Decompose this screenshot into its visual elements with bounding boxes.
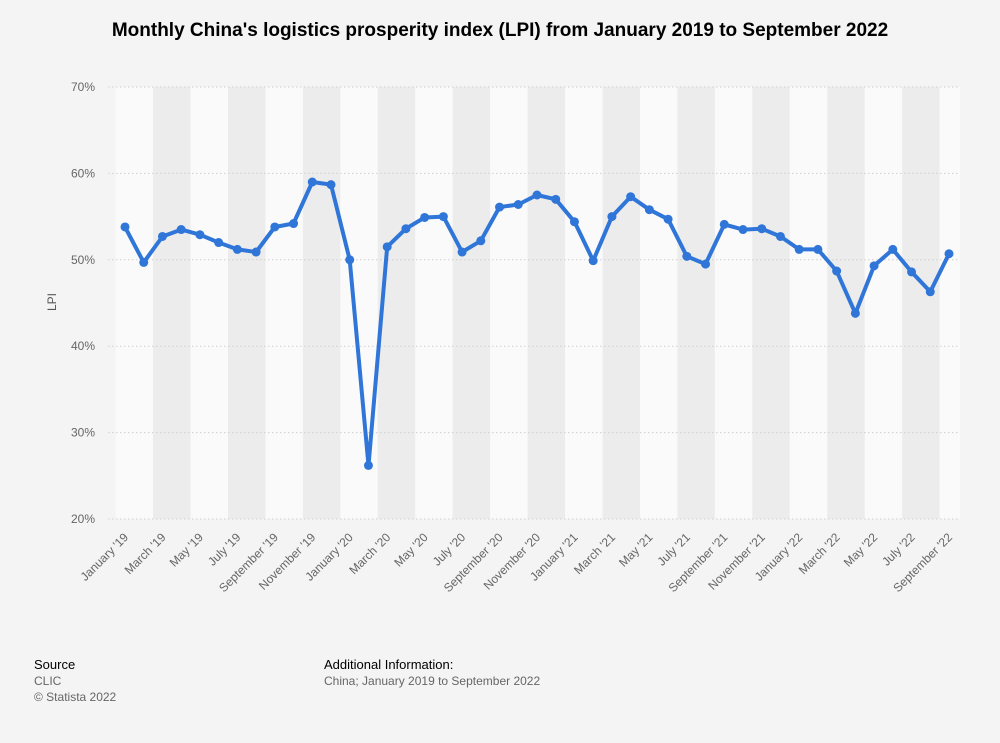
data-point[interactable] (626, 192, 636, 202)
data-point[interactable] (588, 256, 598, 266)
data-point[interactable] (251, 247, 261, 257)
data-point[interactable] (682, 251, 692, 261)
background-band (939, 87, 960, 519)
data-point[interactable] (907, 267, 917, 277)
background-band (565, 87, 603, 519)
background-band (153, 87, 191, 519)
data-point[interactable] (832, 266, 842, 276)
alternating-bands (115, 87, 960, 519)
y-tick-label: 60% (71, 166, 95, 180)
data-point[interactable] (551, 194, 561, 204)
copyright[interactable]: © Statista 2022 (34, 690, 117, 704)
data-point[interactable] (850, 308, 860, 318)
data-point[interactable] (701, 259, 711, 269)
background-band (527, 87, 566, 519)
data-point[interactable] (513, 200, 523, 210)
data-point[interactable] (775, 231, 785, 241)
background-band (190, 87, 228, 519)
x-tick-label: March '19 (122, 530, 169, 577)
data-point[interactable] (270, 222, 280, 232)
x-tick-label: May '21 (616, 530, 656, 570)
data-point[interactable] (738, 225, 748, 235)
background-band (677, 87, 715, 519)
data-point[interactable] (232, 244, 242, 254)
background-band (602, 87, 640, 519)
data-point[interactable] (195, 230, 205, 240)
source-block: Source CLIC © Statista 2022 (34, 657, 116, 705)
data-point[interactable] (214, 238, 224, 248)
lpi-data-points (120, 177, 954, 470)
additional-info-text: China; January 2019 to September 2022 (324, 674, 541, 688)
data-point[interactable] (663, 214, 673, 224)
data-point[interactable] (438, 212, 448, 222)
data-point[interactable] (326, 180, 336, 190)
source-heading: Source (34, 657, 76, 672)
x-tick-label: March '22 (796, 530, 843, 577)
data-point[interactable] (120, 222, 130, 232)
background-band (902, 87, 940, 519)
data-point[interactable] (176, 225, 186, 235)
y-axis-ticks: 20% 30% 40% 50% 60% 70% (71, 80, 95, 526)
background-band (415, 87, 453, 519)
y-axis-label: LPI (45, 293, 59, 311)
background-band (640, 87, 678, 519)
x-tick-label: May '22 (841, 530, 881, 570)
chart-title: Monthly China's logistics prosperity ind… (111, 20, 889, 41)
data-point[interactable] (607, 212, 617, 222)
data-point[interactable] (869, 261, 879, 271)
y-tick-label: 30% (71, 426, 95, 440)
background-band (265, 87, 303, 519)
data-point[interactable] (139, 257, 149, 267)
background-band (115, 87, 154, 519)
data-point[interactable] (495, 202, 505, 212)
data-point[interactable] (719, 219, 729, 229)
y-tick-label: 70% (71, 80, 95, 94)
x-tick-label: January '19 (78, 530, 132, 584)
background-band (340, 87, 378, 519)
y-tick-label: 20% (71, 512, 95, 526)
data-point[interactable] (289, 219, 299, 229)
background-band (490, 87, 528, 519)
data-point[interactable] (569, 217, 579, 227)
data-point[interactable] (401, 224, 411, 234)
data-point[interactable] (307, 177, 317, 187)
source-name[interactable]: CLIC (34, 674, 62, 688)
additional-info-heading[interactable]: Additional Information: (324, 657, 454, 672)
x-tick-label: May '19 (167, 530, 207, 570)
background-band (228, 87, 266, 519)
y-tick-label: 50% (71, 253, 95, 267)
data-point[interactable] (532, 190, 542, 200)
data-point[interactable] (813, 244, 823, 254)
x-tick-label: March '20 (346, 530, 393, 577)
background-band (752, 87, 790, 519)
data-point[interactable] (925, 287, 935, 297)
data-point[interactable] (363, 460, 373, 470)
data-point[interactable] (644, 205, 654, 215)
additional-info-block: Additional Information: China; January 2… (324, 657, 540, 689)
y-tick-label: 40% (71, 339, 95, 353)
x-tick-label: May '20 (391, 530, 431, 570)
data-point[interactable] (944, 249, 954, 259)
background-band (789, 87, 828, 519)
data-point[interactable] (420, 212, 430, 222)
data-point[interactable] (157, 231, 167, 241)
background-band (452, 87, 491, 519)
data-point[interactable] (476, 236, 486, 246)
background-band (302, 87, 341, 519)
data-point[interactable] (757, 224, 767, 234)
data-point[interactable] (888, 244, 898, 254)
background-band (714, 87, 753, 519)
data-point[interactable] (345, 255, 355, 265)
data-point[interactable] (794, 244, 804, 254)
data-point[interactable] (382, 242, 392, 252)
x-tick-label: March '21 (571, 530, 618, 577)
data-point[interactable] (457, 247, 467, 257)
background-band (864, 87, 903, 519)
